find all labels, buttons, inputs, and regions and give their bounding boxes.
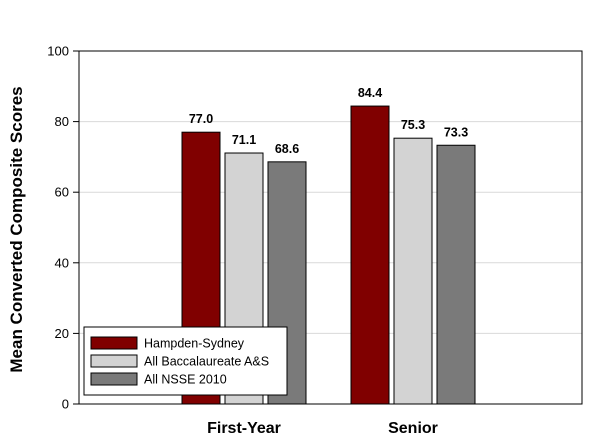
legend-swatch [90, 336, 138, 350]
y-tick-label: 60 [55, 185, 69, 200]
legend: Hampden-Sydney All Baccalaureate A&S All N… [83, 326, 288, 396]
y-axis: 0 20 40 60 80 100 [47, 44, 79, 412]
legend-swatch [90, 372, 138, 386]
legend-label: All NSSE 2010 [144, 373, 227, 387]
legend-label: Hampden-Sydney [144, 337, 245, 351]
category-label: First-Year [207, 420, 281, 437]
bars: 77.0 71.1 68.6 84.4 75.3 73.3 [181, 86, 476, 405]
y-tick-label: 80 [55, 114, 69, 129]
data-label: 75.3 [401, 118, 425, 132]
x-axis: First-Year Senior [207, 420, 438, 437]
bar [350, 105, 390, 405]
data-label: 68.6 [275, 142, 299, 156]
bar [393, 137, 433, 405]
y-axis-label: Mean Converted Composite Scores [7, 86, 26, 372]
y-tick-label: 0 [62, 397, 69, 412]
data-label: 71.1 [232, 133, 256, 147]
y-tick-label: 40 [55, 255, 69, 270]
data-label: 77.0 [189, 112, 213, 126]
plot-area [78, 50, 583, 405]
gridlines [79, 121, 582, 334]
category-label: Senior [388, 420, 438, 437]
legend-label: All Baccalaureate A&S [144, 355, 269, 369]
data-label: 73.3 [444, 125, 468, 139]
data-label: 84.4 [358, 86, 382, 100]
y-tick-label: 20 [55, 326, 69, 341]
bar [436, 144, 476, 405]
y-tick-label: 100 [47, 44, 69, 59]
legend-swatch [90, 354, 138, 368]
